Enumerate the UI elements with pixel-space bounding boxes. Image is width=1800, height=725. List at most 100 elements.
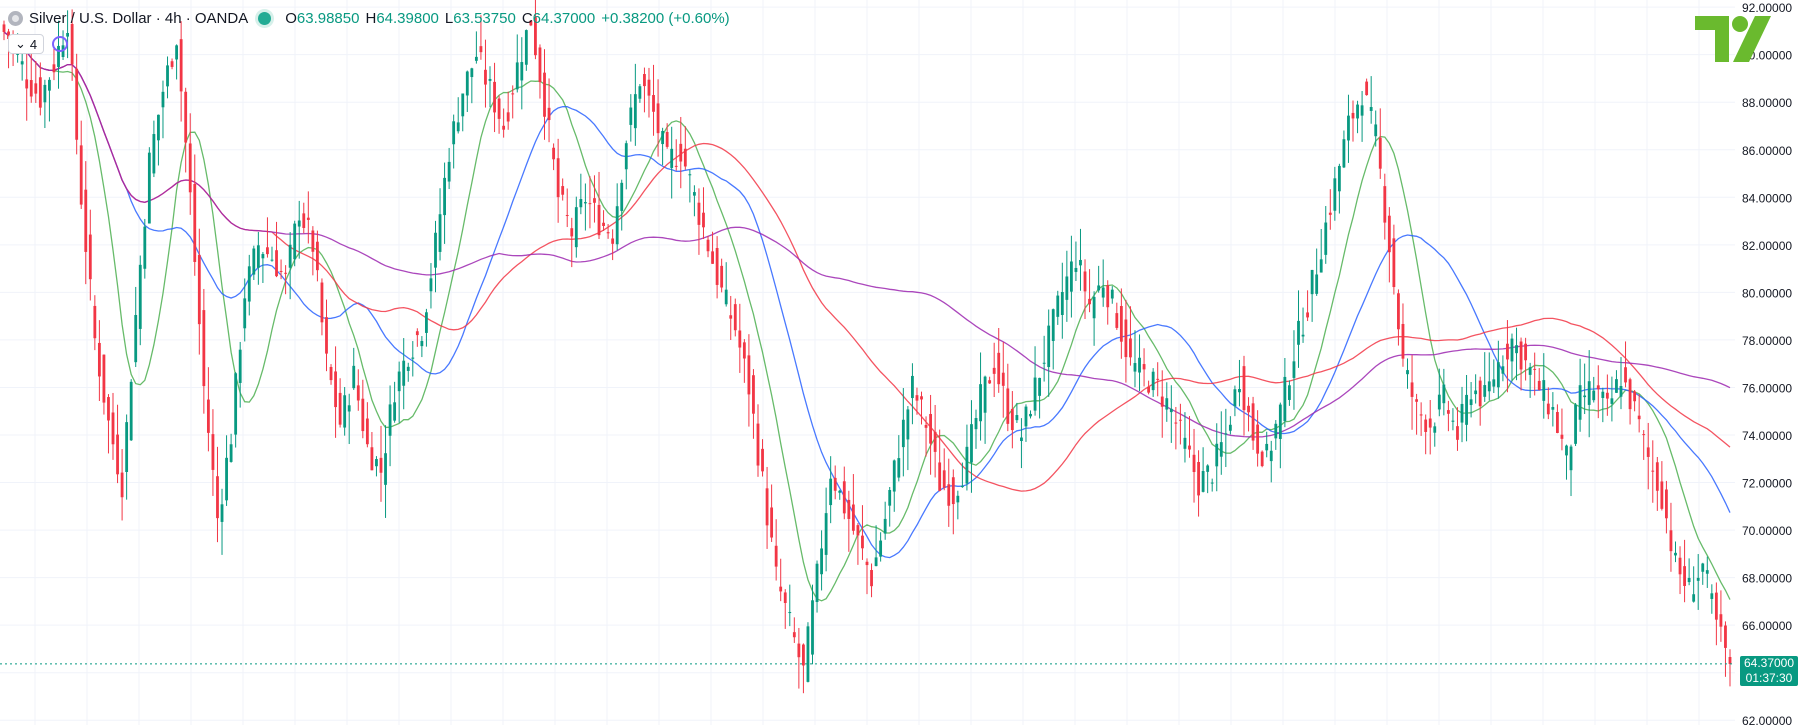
candle-body: [261, 254, 265, 259]
candle-body: [1646, 447, 1650, 457]
candle-body: [1088, 298, 1091, 305]
candle-body: [802, 644, 805, 666]
candle-body: [1365, 81, 1369, 96]
candle-body: [1215, 443, 1219, 467]
candle-body: [847, 499, 851, 519]
candle-body: [620, 182, 624, 211]
candle-body: [874, 557, 878, 567]
indicators-toggle-button[interactable]: ⌄ 4: [8, 34, 45, 54]
candle-body: [1383, 186, 1387, 223]
candle-body: [1374, 124, 1378, 137]
candle-body: [1129, 338, 1132, 358]
candle-body: [243, 298, 247, 329]
candle-body: [965, 446, 969, 484]
ma-fast-line: [3, 31, 1731, 602]
candle-body: [956, 495, 960, 503]
ma-slow-line: [3, 31, 1731, 492]
candle-body: [420, 340, 424, 347]
candle-body: [375, 459, 378, 467]
candle-body: [1251, 403, 1255, 441]
candle-body: [1601, 391, 1605, 398]
candle-body: [447, 161, 451, 182]
candle-body: [1660, 481, 1664, 509]
candle-body: [1206, 465, 1210, 472]
candle-body: [220, 504, 224, 522]
candle-body: [1456, 426, 1459, 440]
candle-body: [1515, 345, 1518, 354]
high-label: H: [365, 10, 377, 27]
candle-body: [1537, 380, 1541, 390]
candle-body: [1092, 296, 1096, 319]
candle-body: [892, 460, 896, 492]
candle-body: [1038, 377, 1042, 396]
candle-body: [70, 24, 74, 65]
candle-body: [84, 189, 88, 252]
candle-body: [1655, 462, 1659, 491]
y-tick-label: 78.00000: [1742, 334, 1792, 348]
candle-body: [325, 317, 328, 354]
candle-body: [1460, 403, 1464, 423]
candle-body: [1378, 137, 1382, 169]
candle-body: [1446, 410, 1450, 414]
candle-body: [1165, 398, 1169, 410]
candle-body: [20, 61, 24, 65]
candle-body: [602, 222, 605, 226]
candle-body: [170, 61, 174, 67]
candle-body: [25, 79, 29, 89]
candle-body: [597, 204, 601, 236]
y-tick-label: 70.00000: [1742, 524, 1792, 538]
candle-body: [534, 17, 537, 56]
refresh-icon[interactable]: [52, 36, 69, 52]
candle-body: [1292, 361, 1296, 378]
candle-body: [1197, 462, 1200, 496]
candle-body: [683, 148, 687, 167]
candle-body: [1669, 530, 1673, 552]
candle-body: [765, 488, 769, 526]
candle-body: [1642, 434, 1646, 436]
candle-body: [470, 68, 474, 78]
candle-body: [1042, 362, 1046, 364]
candle-body: [1238, 388, 1241, 393]
candle-body: [1033, 377, 1037, 411]
candle-body: [543, 72, 546, 117]
candle-body: [1560, 434, 1564, 439]
candle-body: [370, 447, 374, 471]
candle-body: [1546, 403, 1550, 415]
candle-body: [179, 39, 183, 92]
candle-body: [452, 121, 456, 145]
candle-body: [88, 234, 92, 280]
candle-body: [1433, 426, 1437, 433]
ma-long-line: [3, 31, 1731, 438]
candle-body: [974, 418, 978, 430]
candle-body: [1651, 470, 1655, 472]
candle-body: [229, 444, 233, 462]
candle-body: [188, 143, 192, 193]
candle-body: [606, 232, 610, 234]
open-label: O: [285, 10, 297, 27]
change-value: +0.38200 (+0.60%): [601, 10, 730, 27]
candle-body: [1506, 343, 1509, 360]
candle-body: [1687, 577, 1691, 583]
y-tick-label: 92.00000: [1742, 1, 1792, 15]
y-tick-label: 62.00000: [1742, 714, 1792, 725]
candle-body: [1587, 381, 1591, 405]
candle-body: [1260, 451, 1264, 467]
candle-body: [456, 122, 460, 132]
current-price-tag: 64.37000 01:37:30: [1740, 655, 1798, 686]
candle-body: [729, 315, 733, 319]
candle-body: [1347, 115, 1350, 141]
candle-body: [702, 212, 705, 228]
candle-body: [1596, 385, 1600, 390]
candle-body: [1315, 274, 1319, 294]
candle-body: [1442, 384, 1446, 404]
candle-body: [1047, 325, 1051, 368]
candle-body: [443, 177, 446, 216]
candle-body: [1401, 323, 1405, 359]
candle-body: [520, 62, 524, 81]
candle-body: [1492, 379, 1496, 387]
symbol-title[interactable]: Silver / U.S. Dollar · 4h · OANDA: [29, 10, 249, 27]
candle-body: [1015, 415, 1019, 421]
candle-body: [234, 373, 238, 435]
